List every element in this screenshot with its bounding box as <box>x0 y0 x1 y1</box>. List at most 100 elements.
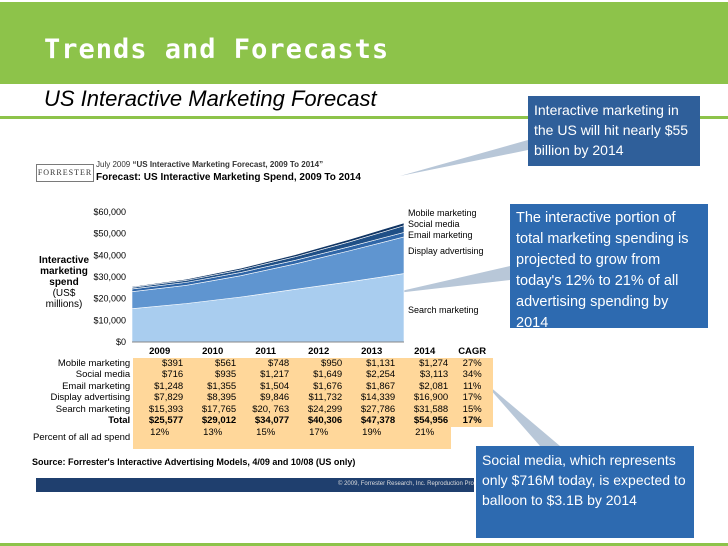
table-cell: $40,306 <box>292 415 346 427</box>
figure-date: July 2009 <box>96 160 131 169</box>
callout-pointer-1 <box>400 140 528 176</box>
table-cell: 21% <box>398 426 452 449</box>
table-cell: $15,393 <box>133 403 187 415</box>
table-cell: $1,248 <box>133 380 187 392</box>
table-cell: $14,339 <box>345 392 399 404</box>
title-bar <box>0 0 728 84</box>
row-label: Email marketing <box>62 380 131 392</box>
y-tick-label: $20,000 <box>93 294 126 304</box>
table-cell: $25,577 <box>133 415 187 427</box>
table-cell: $1,649 <box>292 369 346 381</box>
table-cell: 12% <box>133 426 187 449</box>
table-cell: $1,274 <box>398 357 452 369</box>
year-2010: 2010 <box>202 346 224 358</box>
legend-search-marketing: Search marketing <box>408 305 479 315</box>
table-row: Search marketing $15,393 $17,765 $20, 76… <box>30 403 494 415</box>
table-cell: $1,867 <box>345 380 399 392</box>
table-header-row: 2009 2010 2011 2012 2013 2014 CAGR <box>30 346 493 358</box>
y-axis-unit: (US$ millions) <box>45 288 83 310</box>
table-cell: $1,131 <box>345 357 399 369</box>
row-label: Percent of all ad spend <box>33 431 131 443</box>
legend-social-media: Social media <box>408 219 460 229</box>
cagr-cell: 34% <box>451 369 494 381</box>
table-cell: $27,786 <box>345 403 399 415</box>
callout-pointer-2 <box>388 266 510 294</box>
callout-social-media: Social media, which represents only $716… <box>476 446 694 538</box>
row-label: Social media <box>75 369 131 381</box>
table-cell: $748 <box>239 357 293 369</box>
cagr-cell: 17% <box>451 415 494 427</box>
legend-email-marketing: Email marketing <box>408 230 473 240</box>
area-mobile-marketing <box>131 222 405 288</box>
table-cell: $391 <box>133 357 187 369</box>
table-row: Mobile marketing $391 $561 $748 $950 $1,… <box>30 357 494 369</box>
table-cell: $7,829 <box>133 392 187 404</box>
table-cell: $716 <box>133 369 187 381</box>
year-2011: 2011 <box>255 346 276 358</box>
cagr-header: CAGR <box>458 346 487 358</box>
cagr-cell: 11% <box>451 380 494 392</box>
legend-display-advertising: Display advertising <box>408 246 484 256</box>
table-cell: $1,217 <box>239 369 293 381</box>
legend-mobile-marketing: Mobile marketing <box>408 208 477 218</box>
table-cell: $31,588 <box>398 403 452 415</box>
table-cell: $3,113 <box>398 369 452 381</box>
table-cell: $17,765 <box>186 403 240 415</box>
slide-subtitle: US Interactive Marketing Forecast <box>44 86 377 111</box>
divider-line <box>0 116 728 119</box>
table-cell: $8,395 <box>186 392 240 404</box>
data-table: 2009 2010 2011 2012 2013 2014 CAGR Mobil… <box>30 346 494 449</box>
y-tick-label: $0 <box>116 337 126 347</box>
table-cell: $54,956 <box>398 415 452 427</box>
source-note: Source: Forrester's Interactive Advertis… <box>32 457 356 467</box>
table-cell: 19% <box>345 426 399 449</box>
figure-title: Forecast: US Interactive Marketing Spend… <box>96 172 361 183</box>
y-axis-label: Interactive marketing spend <box>38 255 90 288</box>
y-tick-label: $50,000 <box>93 229 126 239</box>
y-axis-title: Interactive marketing spend (US$ million… <box>34 255 94 310</box>
table-cell: $29,012 <box>186 415 240 427</box>
callout-pointer-3 <box>482 380 560 446</box>
figure-report: “US Interactive Marketing Forecast, 2009… <box>132 160 324 169</box>
callout-pointers <box>388 140 560 446</box>
copyright-text: © 2009, Forrester Research, Inc. Reprodu… <box>338 481 474 487</box>
table-cell: $20, 763 <box>239 403 293 415</box>
table-cell: $11,732 <box>292 392 346 404</box>
row-label: Total <box>108 415 131 427</box>
cagr-cell: 15% <box>451 403 494 415</box>
table-cell: $16,900 <box>398 392 452 404</box>
table-cell: $9,846 <box>239 392 293 404</box>
cagr-cell: 17% <box>451 392 494 404</box>
table-total-row: Total $25,577 $29,012 $34,077 $40,306 $4… <box>30 415 494 427</box>
callout-share-of-spend: The interactive portion of total marketi… <box>510 204 708 331</box>
table-cell: $950 <box>292 357 346 369</box>
slide-title: Trends and Forecasts <box>44 34 390 65</box>
table-cell: $24,299 <box>292 403 346 415</box>
table-cell: $1,504 <box>239 380 293 392</box>
cagr-cell: 27% <box>451 357 494 369</box>
table-cell: $1,676 <box>292 380 346 392</box>
table-cell: $561 <box>186 357 240 369</box>
bottom-line <box>0 543 728 546</box>
y-tick-label: $60,000 <box>93 207 126 217</box>
callout-total-spend: Interactive marketing in the US will hit… <box>528 96 700 166</box>
table-percent-row: Percent of all ad spend 12% 13% 15% 17% … <box>30 426 494 449</box>
figure-header-meta: July 2009 “US Interactive Marketing Fore… <box>96 160 323 169</box>
table-cell: 17% <box>292 426 346 449</box>
table-row: Display advertising $7,829 $8,395 $9,846… <box>30 392 494 404</box>
year-2014: 2014 <box>414 346 436 358</box>
table-cell: $2,254 <box>345 369 399 381</box>
table-row: Email marketing $1,248 $1,355 $1,504 $1,… <box>30 380 494 392</box>
table-cell: $935 <box>186 369 240 381</box>
y-tick-label: $40,000 <box>93 250 126 260</box>
row-label: Mobile marketing <box>57 357 131 369</box>
table-cell: $47,378 <box>345 415 399 427</box>
year-2009: 2009 <box>149 346 171 358</box>
row-label: Display advertising <box>50 392 131 404</box>
year-2012: 2012 <box>308 346 330 358</box>
table-cell: $1,355 <box>186 380 240 392</box>
table-cell: 15% <box>239 426 293 449</box>
table-cell: $34,077 <box>239 415 293 427</box>
figure-footer-bar <box>36 478 474 492</box>
